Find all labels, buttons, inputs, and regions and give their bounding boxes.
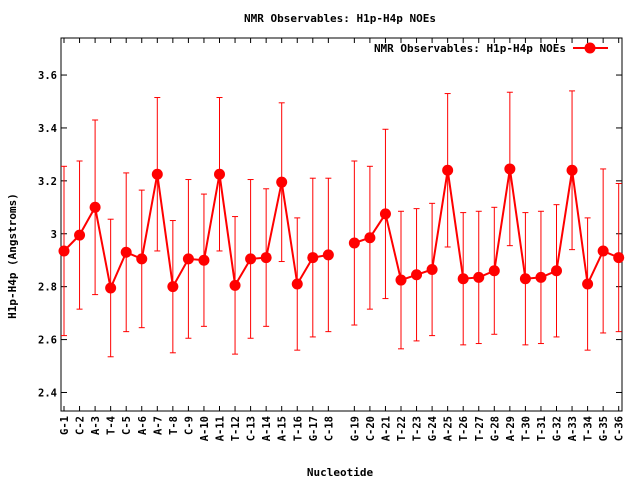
x-tick-label: C-20 <box>365 416 377 441</box>
x-tick-label: T-30 <box>520 416 532 441</box>
x-tick-label: G-35 <box>598 416 610 441</box>
data-point <box>348 237 360 249</box>
y-tick-label: 3 <box>51 229 57 241</box>
series-line-segment-1 <box>63 174 329 292</box>
data-point <box>167 281 179 293</box>
data-point <box>136 253 148 265</box>
data-point <box>442 164 454 176</box>
x-tick-label: A-14 <box>261 416 273 441</box>
x-tick-label: G-1 <box>59 416 71 435</box>
x-tick-label: A-15 <box>277 416 289 441</box>
x-tick-label: T-26 <box>458 416 470 441</box>
x-tick-label: A-3 <box>90 416 102 435</box>
plot-frame <box>60 37 623 412</box>
data-point <box>488 265 500 277</box>
data-point <box>566 164 578 176</box>
y-tick-label: 2.8 <box>38 282 57 294</box>
x-tick-label: T-23 <box>412 416 424 441</box>
x-tick-label: A-7 <box>152 416 164 435</box>
x-tick-label: T-22 <box>396 416 408 441</box>
chart-title: NMR Observables: H1p-H4p NOEs <box>244 12 436 25</box>
series-layer <box>58 90 625 358</box>
data-point <box>457 273 469 285</box>
x-tick-label: G-19 <box>349 416 361 441</box>
x-tick-label: T-4 <box>106 416 118 435</box>
x-tick-label: T-8 <box>168 416 180 435</box>
x-tick-label: A-10 <box>199 416 211 441</box>
data-point <box>364 232 376 244</box>
data-point <box>307 252 319 264</box>
data-point <box>379 208 391 220</box>
data-point <box>322 249 334 261</box>
x-tick-label: A-33 <box>567 416 579 441</box>
data-point <box>551 265 562 277</box>
data-point <box>535 271 547 283</box>
y-tick-label: 3.4 <box>38 123 57 135</box>
y-tick-label: 3.2 <box>38 176 57 188</box>
x-tick-label: C-18 <box>323 416 335 441</box>
x-tick-label: G-24 <box>427 416 439 441</box>
x-tick-label: G-28 <box>489 416 501 441</box>
legend-marker-sample <box>584 42 596 54</box>
data-point <box>276 176 288 188</box>
x-axis-label: Nucleotide <box>307 466 374 479</box>
x-tick-label: T-16 <box>292 416 304 441</box>
data-point <box>245 253 257 265</box>
y-tick-label: 3.6 <box>38 70 57 82</box>
x-tick-label: A-21 <box>380 416 392 441</box>
data-point <box>395 274 407 286</box>
data-point <box>120 246 132 258</box>
data-point <box>89 201 101 213</box>
x-tick-label: T-12 <box>230 416 242 441</box>
x-tick-label: A-6 <box>137 416 149 435</box>
data-point <box>74 229 86 241</box>
x-tick-label: A-11 <box>215 416 227 441</box>
data-point <box>151 168 163 180</box>
data-point <box>411 269 423 281</box>
legend-label: NMR Observables: H1p-H4p NOEs <box>374 42 566 55</box>
x-tick-label: C-2 <box>75 416 87 435</box>
data-point <box>291 278 303 290</box>
x-tick-label: A-29 <box>505 416 517 441</box>
x-tick-label: C-9 <box>183 416 195 435</box>
y-axis-label: H1p-H4p (Angstroms) <box>6 193 19 319</box>
x-tick-label: G-17 <box>308 416 320 441</box>
data-point <box>105 282 117 294</box>
data-point <box>504 163 516 175</box>
x-tick-label: T-27 <box>474 416 486 441</box>
data-point <box>260 252 272 264</box>
legend: NMR Observables: H1p-H4p NOEs <box>374 42 608 55</box>
data-point <box>426 263 438 275</box>
data-point <box>198 254 210 266</box>
x-tick-label: C-5 <box>121 416 133 435</box>
data-point <box>473 271 485 283</box>
x-tick-label: G-32 <box>552 416 564 441</box>
data-point <box>597 245 609 257</box>
y-tick-label: 2.6 <box>38 335 57 347</box>
data-point <box>519 273 531 285</box>
data-point <box>214 168 225 180</box>
data-point <box>582 278 594 290</box>
series-line-segment-2 <box>354 168 620 288</box>
y-tick-label: 2.4 <box>38 387 57 399</box>
data-point <box>229 279 241 291</box>
x-tick-label: A-25 <box>443 416 455 441</box>
y-axis: 2.4 2.6 2.8 3 3.2 3.4 3.6 <box>38 70 622 399</box>
data-point <box>613 252 625 264</box>
x-axis: G-1 C-2 A-3 T-4 C-5 A-6 A-7 T-8 C-9 A-10 A-11 T-12 C… <box>59 38 626 441</box>
x-tick-label: C-13 <box>246 416 258 441</box>
data-point <box>58 245 70 257</box>
x-tick-label: T-31 <box>536 416 548 441</box>
x-tick-label: C-36 <box>614 416 626 441</box>
x-tick-label: T-34 <box>583 416 595 441</box>
data-point <box>182 253 194 265</box>
